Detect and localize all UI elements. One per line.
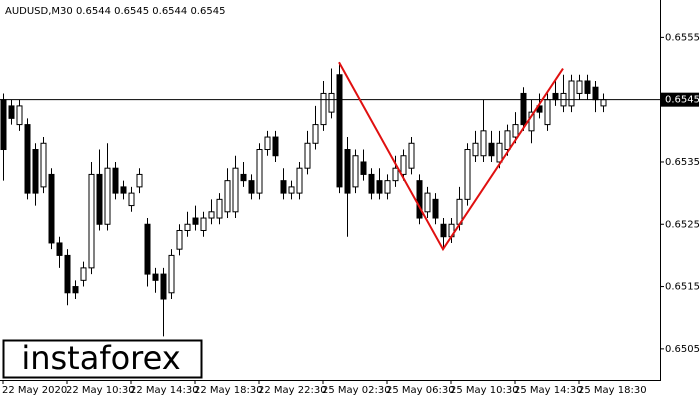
candle-body (248, 180, 255, 194)
plot: 0.6505 0.6515 0.6525 0.6535 0.6555 22 May 202… (0, 32, 700, 396)
candle-body (544, 99, 551, 126)
candle-body (168, 254, 175, 294)
candle-body (488, 142, 495, 157)
y-tick-label: 0.6525 (665, 219, 700, 230)
candle-body (520, 92, 527, 126)
candle-body (136, 173, 143, 188)
candle-body (328, 92, 335, 113)
candle-body (128, 192, 135, 207)
x-tick-label: 25 May 10:30 (450, 385, 519, 396)
candle-body (504, 130, 511, 151)
x-tick-label: 22 May 22:30 (258, 385, 327, 396)
candle-body (112, 167, 119, 194)
candle-body (344, 149, 351, 194)
candle-body (568, 80, 575, 107)
chart-title: AUDUSD,M30 0.6544 0.6545 0.6544 0.6545 (5, 6, 225, 17)
candle-body (400, 155, 407, 175)
x-tick-label: 25 May 14:30 (514, 385, 583, 396)
candle-body (16, 105, 23, 126)
candle-body (336, 74, 343, 188)
y-tick-label: 0.6535 (665, 157, 700, 168)
candle-body (600, 99, 607, 107)
x-tick-label: 25 May 02:30 (322, 385, 391, 396)
candle-body (424, 192, 431, 213)
candle-body (312, 124, 319, 144)
candle-body (552, 92, 559, 101)
candle-body (96, 173, 103, 225)
x-tick-label: 25 May 06:30 (386, 385, 455, 396)
candle-body (288, 186, 295, 194)
candle-body (184, 223, 191, 231)
candle-body (368, 173, 375, 194)
candle-body (88, 173, 95, 269)
x-tick-label: 22 May 14:30 (130, 385, 199, 396)
y-tick-label: 0.6555 (665, 32, 700, 43)
candle-body (48, 173, 55, 244)
y-tick-label: 0.6515 (665, 282, 700, 293)
candle-body (256, 149, 263, 194)
candle-body (304, 142, 311, 169)
candle-body (80, 267, 87, 281)
candle-body (208, 211, 215, 219)
pattern-line (338, 61, 564, 252)
candle-body (160, 273, 167, 300)
candle-body (8, 105, 15, 119)
candle-body (0, 99, 7, 151)
candle-body (464, 149, 471, 200)
candle-body (512, 124, 519, 138)
candle-body (376, 180, 383, 194)
candle-body (72, 286, 79, 294)
x-tick-label: 22 May 2020 (2, 385, 67, 396)
candle-body (240, 173, 247, 182)
candle-body (440, 223, 447, 238)
candle-body (232, 167, 239, 213)
candle-body (200, 217, 207, 231)
candle-body (152, 273, 159, 281)
logo-box (2, 339, 203, 379)
x-tick-label: 22 May 18:30 (194, 385, 263, 396)
candle-body (416, 180, 423, 219)
candle-body (480, 130, 487, 157)
candle-body (280, 180, 287, 194)
candle-body (264, 136, 271, 151)
x-tick-label: 22 May 10:30 (66, 385, 135, 396)
candle-body (432, 198, 439, 219)
candle-body (360, 161, 367, 175)
candle-body (408, 142, 415, 169)
candle-body (64, 254, 71, 294)
current-price-box (661, 92, 699, 107)
candle-body (104, 167, 111, 225)
candle-body (272, 136, 279, 157)
candle-body (352, 155, 359, 188)
candle-body (120, 186, 127, 194)
candle-body (472, 142, 479, 157)
candle-body (584, 80, 591, 94)
candle-body (56, 242, 63, 256)
candle-body (216, 198, 223, 219)
logo: instaforex (21, 339, 180, 377)
current-price-label: 0.6545 (665, 95, 700, 106)
candle-body (32, 149, 39, 194)
candle-body (592, 86, 599, 101)
candle-body (144, 223, 151, 275)
candle-body (320, 92, 327, 126)
candle-body (384, 180, 391, 194)
candle-body (224, 180, 231, 213)
candle-body (496, 142, 503, 163)
candle-body (392, 167, 399, 182)
y-tick-label: 0.6505 (665, 344, 700, 355)
candle-body (296, 167, 303, 194)
candle-body (192, 217, 199, 225)
candle-body (24, 124, 31, 194)
candle-body (176, 229, 183, 250)
x-tick-label: 25 May 18:30 (578, 385, 647, 396)
candle-body (40, 142, 47, 188)
candle-body (576, 80, 583, 94)
